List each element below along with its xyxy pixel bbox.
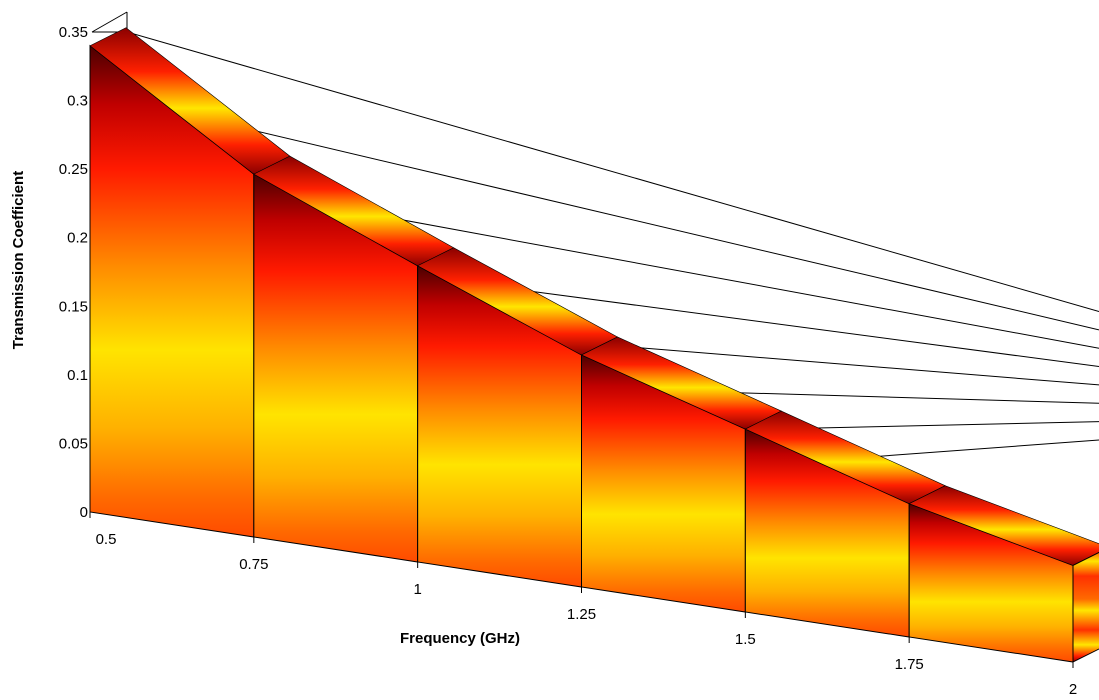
- y-tick-label: 0.25: [59, 161, 88, 178]
- x-axis-title: Frequency (GHz): [400, 630, 520, 647]
- y-tick-label: 0.05: [59, 435, 88, 452]
- y-axis-depth-line: [91, 11, 128, 33]
- ribbon-top-segment: [908, 485, 1099, 566]
- x-tick-label: 1.25: [567, 606, 596, 623]
- y-tick-label: 0: [80, 504, 88, 521]
- x-axis: 0.5 0.75 1 1.25 1.5 1.75 2: [89, 512, 1077, 698]
- x-tick-label: 0.5: [96, 531, 117, 548]
- y-tick-label: 0.15: [59, 298, 88, 315]
- x-tick-label: 1: [413, 581, 421, 598]
- ribbon-surface: [89, 27, 1099, 663]
- gridline: [126, 31, 1099, 312]
- x-tick-label: 0.75: [239, 556, 268, 573]
- y-tick-label: 0.35: [59, 24, 88, 41]
- y-axis-title: Transmission Coefficient: [10, 171, 27, 349]
- x-tick-label: 1.5: [735, 631, 756, 648]
- y-tick-label: 0.2: [67, 230, 88, 247]
- gridline: [126, 100, 1099, 331]
- x-tick-label: 1.75: [895, 656, 924, 673]
- ribbon-end-cap: [1072, 551, 1099, 663]
- x-tick-label: 2: [1069, 681, 1077, 698]
- y-tick-label: 0.3: [67, 93, 88, 110]
- y-tick-label: 0.1: [67, 367, 88, 384]
